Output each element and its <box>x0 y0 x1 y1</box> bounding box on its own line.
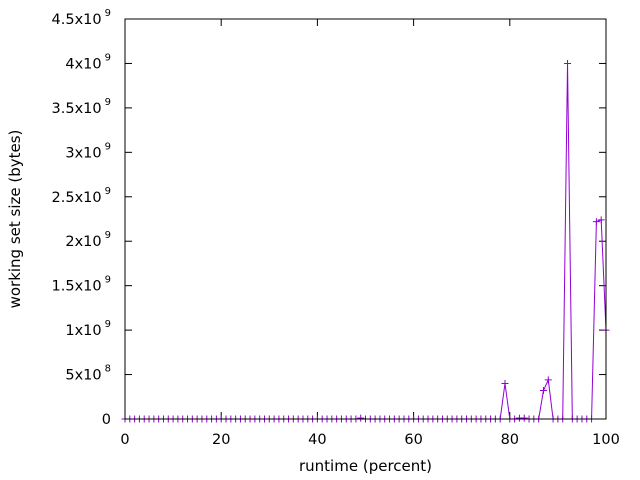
y-tick-label: 2.5x10 9 <box>52 186 111 206</box>
y-tick-mantissa: 0 <box>102 412 111 428</box>
x-tick-label: 0 <box>120 432 129 448</box>
data-point <box>520 414 528 422</box>
y-tick-mantissa: 5x10 <box>65 368 101 384</box>
x-tick-label: 100 <box>592 432 620 448</box>
x-tick-labels: 0 20 40 60 80 100 <box>120 432 619 448</box>
y-tick-mantissa: 2x10 <box>65 234 101 250</box>
y-tick-exponent: 9 <box>105 186 111 197</box>
y-tick-exponent: 9 <box>105 319 111 330</box>
y-tick-exponent: 9 <box>105 97 111 108</box>
y-axis-label: working set size (bytes) <box>6 130 24 309</box>
y-tick-exponent: 8 <box>105 364 111 375</box>
data-point <box>501 379 509 387</box>
y-tick-label: 3x10 9 <box>65 141 111 161</box>
data-point <box>597 216 605 224</box>
x-tick-label: 80 <box>501 432 519 448</box>
y-tick-label: 3.5x10 9 <box>52 97 111 117</box>
y-tick-label: 2x10 9 <box>65 230 111 250</box>
y-tick-exponent: 9 <box>105 52 111 63</box>
y-tick-mantissa: 3x10 <box>65 145 101 161</box>
y-tick-label: 0 <box>102 412 111 428</box>
series-layer <box>121 59 610 423</box>
y-tick-label: 4.5x10 9 <box>52 8 111 28</box>
y-tick-label: 5x10 8 <box>65 364 111 384</box>
data-point <box>592 218 600 226</box>
y-tick-mantissa: 2.5x10 <box>52 190 102 206</box>
x-tick-label: 40 <box>308 432 326 448</box>
y-tick-mantissa: 1x10 <box>65 323 101 339</box>
y-tick-exponent: 9 <box>105 141 111 152</box>
series-line <box>125 63 607 420</box>
data-point <box>564 59 572 67</box>
y-tick-label: 4x10 9 <box>65 52 111 72</box>
y-tick-label: 1.5x10 9 <box>52 275 111 295</box>
y-tick-mantissa: 1.5x10 <box>52 279 102 295</box>
y-tick-mantissa: 3.5x10 <box>52 101 102 117</box>
y-tick-exponent: 9 <box>105 230 111 241</box>
y-tick-label: 1x10 9 <box>65 319 111 339</box>
data-point <box>357 414 365 422</box>
y-tick-mantissa: 4x10 <box>65 56 101 72</box>
x-tick-label: 20 <box>212 432 230 448</box>
y-tick-exponent: 9 <box>105 8 111 19</box>
x-axis-label: runtime (percent) <box>299 457 432 475</box>
plot-frame <box>124 18 607 420</box>
data-point <box>544 376 552 384</box>
y-tick-mantissa: 4.5x10 <box>52 12 102 28</box>
tick-marks <box>124 18 607 420</box>
data-point <box>539 387 547 395</box>
x-tick-label: 60 <box>404 432 422 448</box>
y-tick-exponent: 9 <box>105 275 111 286</box>
